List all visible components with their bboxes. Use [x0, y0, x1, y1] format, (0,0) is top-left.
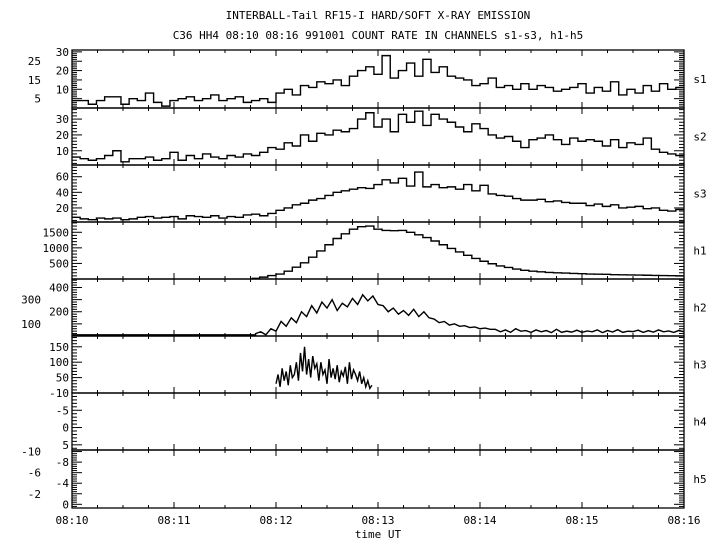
x-axis-label: time UT [355, 528, 402, 541]
y-tick-label: 10 [56, 83, 69, 96]
y-tick-label: -4 [56, 477, 70, 490]
y-tick-label: 0 [62, 498, 69, 511]
y-tick-label: 20 [56, 65, 69, 78]
panel-frame [71, 278, 685, 337]
chart-title: INTERBALL-Tail RF15-I HARD/SOFT X-RAY EM… [226, 9, 531, 22]
panel-h1: 500 1000 1500 h1 [43, 221, 707, 280]
y-tick-label: 30 [56, 113, 69, 126]
y-tick-label: -8 [56, 456, 69, 469]
y-tick-label: 5 [62, 439, 69, 452]
panels: 51015202530s1102030s2204060s350010001500… [21, 46, 707, 511]
panel-s2: 10 20 30 s2 [56, 107, 707, 166]
panel-h2: 100 200 300 400 h2 [21, 278, 707, 337]
series-h1 [251, 225, 684, 280]
y-tick-label: 300 [21, 294, 41, 307]
x-tick-label: 08:10 [55, 514, 88, 527]
panel-frame [71, 107, 685, 166]
x-tick-label: 08:12 [259, 514, 292, 527]
y-tick-label: 500 [49, 257, 69, 270]
y-tick-label: -5 [56, 404, 69, 417]
channel-label-h1: h1 [693, 245, 706, 258]
y-tick-label: 50 [56, 372, 69, 385]
y-tick-label: -10 [49, 387, 69, 400]
y-tick-label: 10 [56, 145, 69, 158]
series-s2 [72, 110, 684, 163]
channel-label-h3: h3 [693, 359, 706, 372]
y-tick-label: 20 [56, 129, 69, 142]
x-tick-label: 08:11 [157, 514, 190, 527]
x-tick-label: 08:15 [565, 514, 598, 527]
panel-frame [71, 164, 685, 223]
channel-label-s2: s2 [693, 131, 706, 144]
y-tick-label: 5 [34, 93, 41, 106]
y-tick-label: 20 [56, 202, 69, 215]
y-tick-label: 30 [56, 46, 69, 59]
panel-frame [71, 221, 685, 280]
channel-label-h5: h5 [693, 473, 706, 486]
panel-h3: 50 100 150 h3 [49, 335, 707, 394]
panel-frame [71, 49, 685, 109]
panel-frame [71, 392, 685, 451]
panel-s3: 20 40 60 s3 [56, 164, 707, 223]
panel-s1: 5 10 15 20 25 30 s1 [28, 46, 707, 109]
x-tick-label: 08:14 [463, 514, 496, 527]
y-tick-label: 400 [49, 281, 69, 294]
y-tick-label: 15 [28, 74, 41, 87]
chart-subtitle: C36 HH4 08:10 08:16 991001 COUNT RATE IN… [173, 29, 584, 42]
series-s3 [72, 171, 684, 221]
y-tick-label: 100 [21, 318, 41, 331]
x-tick-label: 08:13 [361, 514, 394, 527]
channel-label-s1: s1 [693, 73, 706, 86]
x-tick-labels: 08:10 08:11 08:12 08:13 08:14 08:15 08:16 [55, 514, 700, 527]
panel-h5: -10 -8 -6 -4 -2 0 h5 [21, 446, 707, 512]
y-tick-label: -2 [28, 488, 41, 501]
y-tick-label: 150 [49, 341, 69, 354]
x-tick-label: 08:16 [667, 514, 700, 527]
panel-frame [71, 449, 685, 509]
y-tick-label: -10 [21, 446, 41, 459]
y-tick-label: -6 [28, 467, 41, 480]
panel-h4: -10 -5 0 5 h4 [49, 387, 707, 452]
channel-label-s3: s3 [693, 188, 706, 201]
series-s1 [72, 54, 684, 107]
y-tick-label: 1500 [43, 226, 70, 239]
y-tick-label: 0 [62, 422, 69, 435]
y-tick-label: 200 [49, 306, 69, 319]
y-tick-label: 40 [56, 186, 69, 199]
channel-label-h2: h2 [693, 302, 706, 315]
panel-frame [71, 335, 685, 394]
channel-label-h4: h4 [693, 416, 707, 429]
series-h2 [72, 293, 685, 336]
y-tick-label: 1000 [43, 242, 70, 255]
y-tick-label: 60 [56, 171, 69, 184]
series-h3 [275, 346, 373, 391]
y-tick-label: 25 [28, 55, 41, 68]
y-tick-label: 100 [49, 356, 69, 369]
